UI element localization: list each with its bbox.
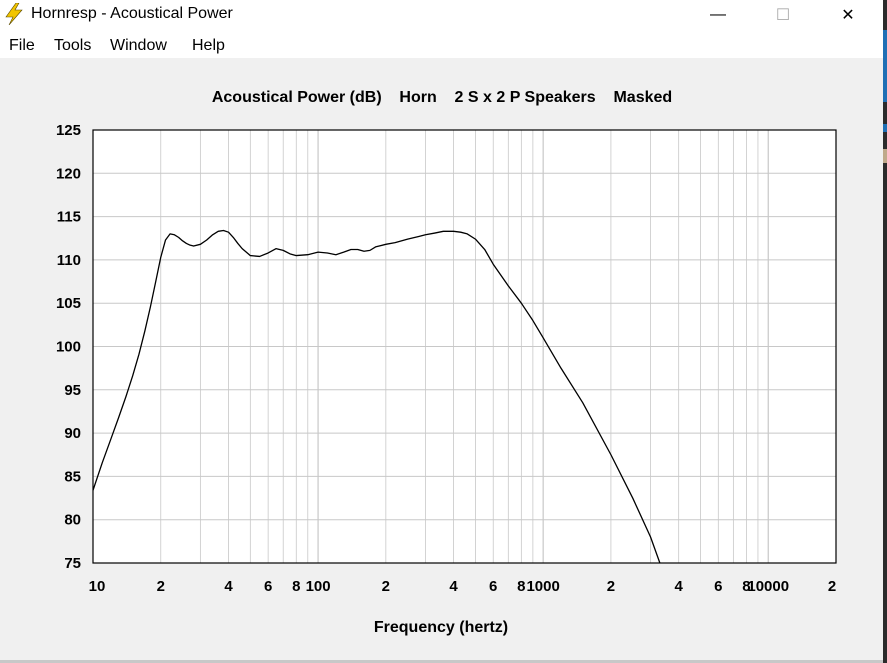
x-tick-label: 2 bbox=[382, 578, 390, 595]
acoustical-power-curve bbox=[92, 229, 661, 564]
x-tick-label: 100 bbox=[306, 578, 331, 595]
chart-title: Acoustical Power (dB) Horn 2 S x 2 P Spe… bbox=[212, 89, 672, 106]
x-tick-label: 6 bbox=[489, 578, 497, 595]
window-bottom-border bbox=[0, 660, 883, 663]
menu-file[interactable]: File bbox=[9, 37, 35, 54]
y-tick-label: 95 bbox=[64, 382, 81, 399]
x-tick-label: 8 bbox=[742, 578, 750, 595]
chart-area: Acoustical Power (dB) Horn 2 S x 2 P Spe… bbox=[56, 89, 837, 636]
y-tick-label: 85 bbox=[64, 468, 81, 485]
y-tick-label: 115 bbox=[57, 209, 81, 226]
x-tick-label: 2 bbox=[828, 578, 836, 595]
grid-lines bbox=[93, 130, 836, 563]
x-axis-label: Frequency (hertz) bbox=[374, 619, 508, 636]
close-button[interactable]: ✕ bbox=[825, 0, 871, 30]
close-icon: ✕ bbox=[841, 7, 855, 24]
x-tick-label: 1000 bbox=[526, 578, 559, 595]
menu-tools[interactable]: Tools bbox=[54, 37, 92, 54]
minimize-button[interactable]: — bbox=[695, 0, 741, 30]
y-tick-label: 90 bbox=[64, 425, 81, 442]
maximize-button[interactable]: ☐ bbox=[760, 0, 806, 30]
x-tick-label: 2 bbox=[607, 578, 615, 595]
menu-bar: File Tools Window Help bbox=[0, 30, 883, 58]
y-tick-label: 105 bbox=[56, 295, 81, 312]
y-tick-label: 100 bbox=[56, 339, 81, 356]
menu-help[interactable]: Help bbox=[192, 37, 225, 54]
x-tick-label: 8 bbox=[517, 578, 525, 595]
x-tick-label: 6 bbox=[714, 578, 722, 595]
y-tick-label: 80 bbox=[64, 512, 81, 529]
y-axis-ticks: 75 80 85 90 95 100 105 110 115 120 125 bbox=[56, 122, 81, 572]
y-tick-label: 125 bbox=[56, 122, 81, 139]
y-tick-label: 120 bbox=[56, 165, 81, 182]
y-tick-label: 75 bbox=[64, 555, 81, 572]
x-tick-label: 10 bbox=[89, 578, 106, 595]
x-tick-label: 2 bbox=[157, 578, 165, 595]
x-tick-label: 4 bbox=[675, 578, 684, 595]
x-tick-label: 8 bbox=[292, 578, 300, 595]
maximize-icon: ☐ bbox=[775, 7, 791, 24]
x-tick-label: 6 bbox=[264, 578, 272, 595]
x-tick-label: 10000 bbox=[747, 578, 789, 595]
x-tick-label: 4 bbox=[224, 578, 233, 595]
title-bar: Hornresp - Acoustical Power — ☐ ✕ bbox=[0, 0, 883, 30]
minimize-icon: — bbox=[710, 6, 726, 23]
background-window-edge bbox=[883, 0, 887, 663]
x-tick-label: 4 bbox=[449, 578, 458, 595]
menu-window[interactable]: Window bbox=[110, 37, 167, 54]
window-title: Hornresp - Acoustical Power bbox=[31, 5, 233, 22]
lightning-bolt-icon bbox=[5, 3, 23, 25]
y-tick-label: 110 bbox=[57, 252, 81, 269]
